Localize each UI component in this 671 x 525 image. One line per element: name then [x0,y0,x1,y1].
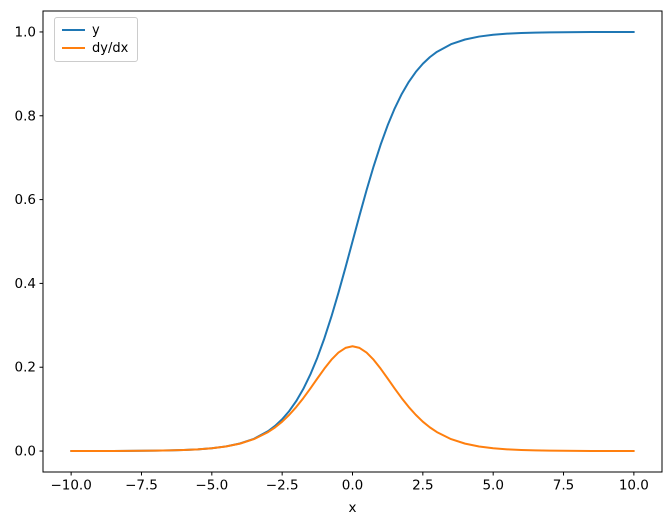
x-tick-label: −5.0 [195,478,228,494]
series-line-y [70,30,635,453]
x-tick-label: −10.0 [50,478,91,494]
x-tick-label: 7.5 [553,478,574,494]
y-tick-label: 0.6 [15,192,36,208]
legend-swatch-dy-dx-line [62,47,85,49]
legend-swatch-y-line [62,29,85,31]
legend-item-y: y [62,22,128,38]
legend-item-dy-dx: dy/dx [62,40,128,56]
x-tick-label: 0.0 [342,478,363,494]
y-tick-label: 0.8 [15,108,36,124]
x-tick-label: 5.0 [482,478,503,494]
series-line-dy-dx [70,345,635,453]
y-tick-label: 1.0 [15,24,36,40]
y-tick-label: 0.2 [15,360,36,376]
plot-area: −10.0 −7.5 −5.0 −2.5 0.0 2.5 5.0 7.5 10.0 0.0 0.2 0… [15,10,663,494]
x-tick-label: 2.5 [412,478,433,494]
x-axis-label: x [349,500,357,516]
x-tick-label: −2.5 [266,478,299,494]
y-tick-label: 0.4 [15,276,36,292]
x-tick-label: −7.5 [125,478,158,494]
x-tick-label: 10.0 [619,478,649,494]
legend: y dy/dx [54,17,139,62]
y-tick-label: 0.0 [15,444,36,460]
legend-label-dy-dx: dy/dx [92,40,129,56]
legend-label-y: y [92,22,100,38]
